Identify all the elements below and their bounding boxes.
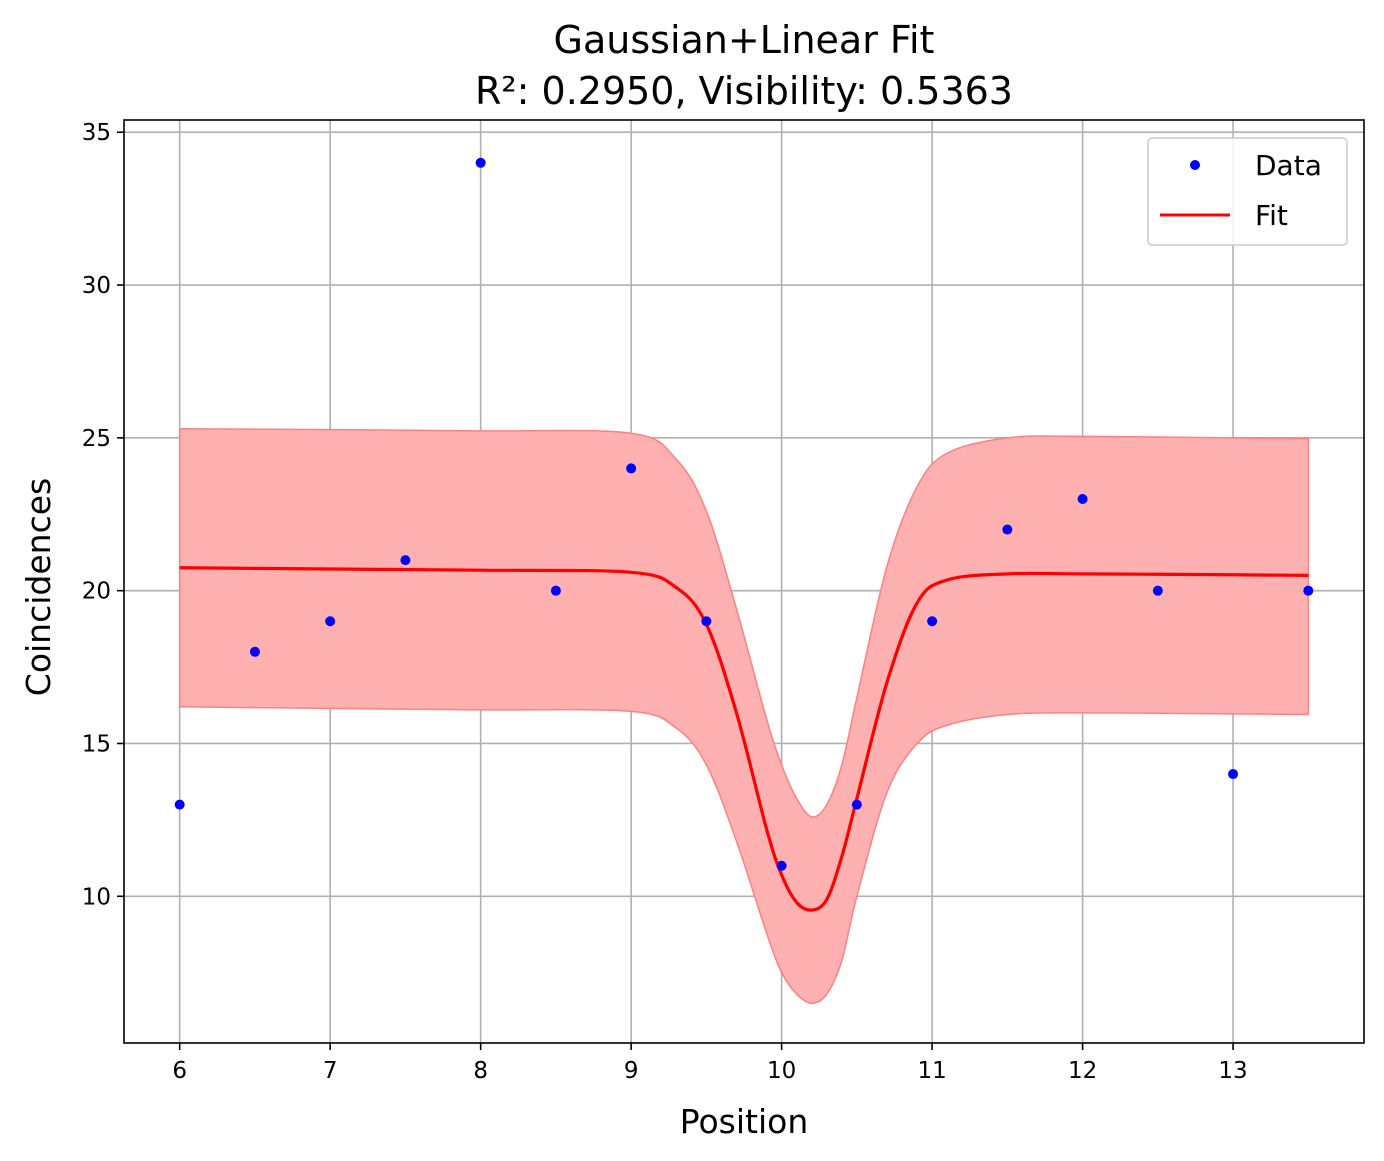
- data-point: [550, 585, 561, 596]
- data-point: [174, 799, 185, 810]
- data-points: [174, 157, 1314, 871]
- data-point: [1077, 493, 1088, 504]
- data-point: [1303, 585, 1314, 596]
- confidence-band: [178, 427, 1310, 1005]
- data-point: [626, 463, 637, 474]
- y-tick-label: 15: [82, 731, 111, 757]
- legend-data-marker: [1190, 160, 1200, 170]
- y-ticks: 10 15 20 25 30 35: [82, 120, 124, 910]
- x-tick-label: 8: [473, 1058, 488, 1084]
- y-tick-label: 35: [82, 120, 111, 146]
- plot-frame: [123, 119, 1365, 1044]
- x-tick-label: 10: [767, 1058, 796, 1084]
- data-point: [1002, 524, 1013, 535]
- data-point: [701, 616, 712, 627]
- data-point: [400, 555, 411, 566]
- x-tick-label: 12: [1068, 1058, 1097, 1084]
- legend-data-label: Data: [1255, 149, 1322, 182]
- confidence-band-area: [178, 427, 1310, 1005]
- data-point: [249, 646, 260, 657]
- data-point: [1152, 585, 1163, 596]
- x-axis-label: Position: [680, 1102, 809, 1141]
- y-tick-label: 10: [82, 884, 111, 910]
- y-axis-label: Coincidences: [19, 478, 58, 696]
- data-point: [325, 616, 336, 627]
- x-tick-label: 11: [917, 1058, 946, 1084]
- chart-title-line1: Gaussian+Linear Fit: [554, 18, 935, 62]
- x-tick-label: 7: [323, 1058, 338, 1084]
- x-tick-label: 13: [1218, 1058, 1247, 1084]
- y-tick-label: 20: [82, 579, 111, 605]
- y-tick-label: 25: [82, 426, 111, 452]
- fit-line: [179, 566, 1309, 912]
- chart-title-line2: R²: 0.2950, Visibility: 0.5363: [475, 69, 1013, 113]
- legend: Data Fit: [1147, 137, 1348, 246]
- data-point: [927, 616, 938, 627]
- data-point: [1228, 769, 1239, 780]
- legend-fit-label: Fit: [1255, 199, 1288, 232]
- x-tick-label: 9: [624, 1058, 639, 1084]
- data-point: [475, 157, 486, 168]
- x-tick-label: 6: [172, 1058, 187, 1084]
- y-tick-label: 30: [82, 273, 111, 299]
- fit-line-group: [179, 566, 1309, 912]
- data-point: [851, 799, 862, 810]
- data-point: [776, 860, 787, 871]
- x-ticks: 6 7 8 9 10 11 12 13: [172, 1043, 1248, 1084]
